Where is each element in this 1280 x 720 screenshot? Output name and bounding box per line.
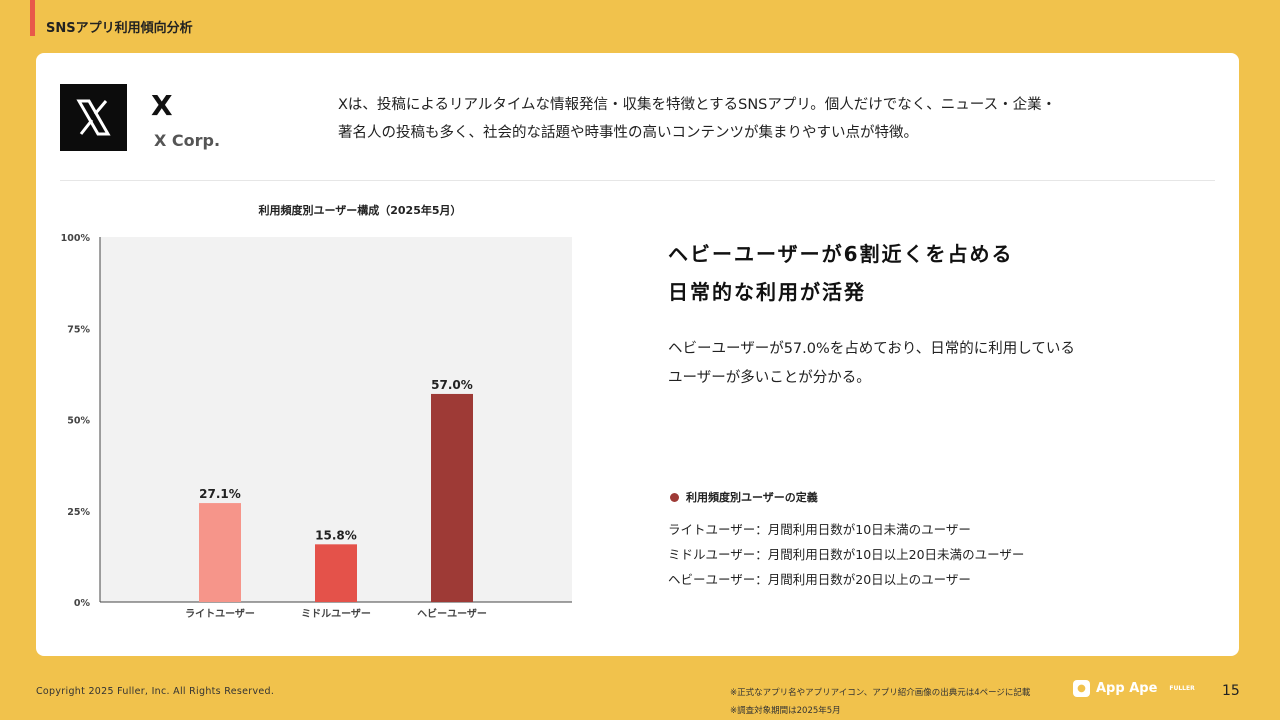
description-line: Xは、投稿によるリアルタイムな情報発信・収集を特徴とするSNSアプリ。個人だけで… — [338, 97, 1057, 113]
y-tick-label: 75% — [67, 324, 90, 335]
app-ape-icon: ● — [1073, 680, 1090, 697]
app-description: Xは、投稿によるリアルタイムな情報発信・収集を特徴とするSNSアプリ。個人だけで… — [338, 91, 1158, 147]
chart-title: 利用頻度別ユーザー構成（2025年5月） — [258, 203, 461, 217]
brand-logo: ● App Ape FULLER — [1073, 680, 1195, 697]
footnote: ※調査対象期間は2025年5月 — [730, 706, 841, 716]
brand-name: App Ape — [1096, 681, 1158, 696]
y-tick-label: 25% — [67, 507, 90, 518]
headline-line: ヘビーユーザーが6割近くを占める — [668, 242, 1014, 266]
section-accent-bar — [30, 0, 35, 36]
bar — [199, 503, 241, 602]
x-tick-label: ミドルユーザー — [301, 608, 371, 620]
insight-body: ヘビーユーザーが57.0%を占めており、日常的に利用している ユーザーが多いこと… — [668, 335, 1075, 393]
x-tick-label: ライトユーザー — [185, 608, 255, 620]
y-tick-label: 50% — [67, 416, 90, 427]
bullet-dot-icon — [670, 492, 679, 502]
page-number: 15 — [1222, 683, 1240, 699]
definitions-title-text: 利用頻度別ユーザーの定義 — [686, 491, 818, 504]
x-tick-label: ヘビーユーザー — [417, 607, 487, 620]
data-label: 27.1% — [199, 487, 241, 501]
definitions-title: 利用頻度別ユーザーの定義 — [670, 489, 818, 505]
x-logo-icon — [76, 99, 111, 136]
divider — [60, 180, 1215, 181]
data-label: 57.0% — [431, 378, 473, 392]
body-line: ユーザーが多いことが分かる。 — [668, 370, 871, 386]
copyright: Copyright 2025 Fuller, Inc. All Rights R… — [36, 686, 275, 697]
app-name: X — [151, 89, 173, 122]
y-tick-label: 0% — [74, 598, 91, 609]
insight-headline: ヘビーユーザーが6割近くを占める 日常的な利用が活発 — [668, 235, 1014, 311]
brand-sub: FULLER — [1169, 685, 1195, 692]
footnote: ※正式なアプリ名やアプリアイコン、アプリ紹介画像の出典元は4ページに記載 — [730, 688, 1031, 698]
app-logo — [60, 84, 127, 151]
data-label: 15.8% — [315, 528, 357, 542]
footnotes: ※正式なアプリ名やアプリアイコン、アプリ紹介画像の出典元は4ページに記載 ※調査… — [730, 684, 1030, 720]
description-line: 著名人の投稿も多く、社会的な話題や時事性の高いコンテンツが集まりやすい点が特徴。 — [338, 125, 918, 141]
plot-area — [100, 237, 572, 602]
company-name: X Corp. — [154, 131, 221, 150]
content-card: X X Corp. Xは、投稿によるリアルタイムな情報発信・収集を特徴とするSN… — [36, 53, 1239, 656]
definition-item: ミドルユーザー：月間利用日数が10日以上20日未満のユーザー — [668, 547, 1025, 562]
frequency-bar-chart: 利用頻度別ユーザー構成（2025年5月） 0% 25% 50% 75% 100% 27.1%… — [61, 203, 572, 620]
bar — [431, 393, 473, 602]
body-line: ヘビーユーザーが57.0%を占めており、日常的に利用している — [668, 341, 1075, 357]
definition-item: ライトユーザー：月間利用日数が10日未満のユーザー — [668, 522, 971, 537]
definitions-list: ライトユーザー：月間利用日数が10日未満のユーザー ミドルユーザー：月間利用日数… — [668, 517, 1024, 592]
bar — [315, 544, 357, 602]
y-tick-label: 100% — [61, 233, 91, 244]
definition-item: ヘビーユーザー：月間利用日数が20日以上のユーザー — [668, 572, 971, 587]
section-title: SNSアプリ利用傾向分析 — [46, 21, 193, 36]
headline-line: 日常的な利用が活発 — [668, 280, 866, 304]
